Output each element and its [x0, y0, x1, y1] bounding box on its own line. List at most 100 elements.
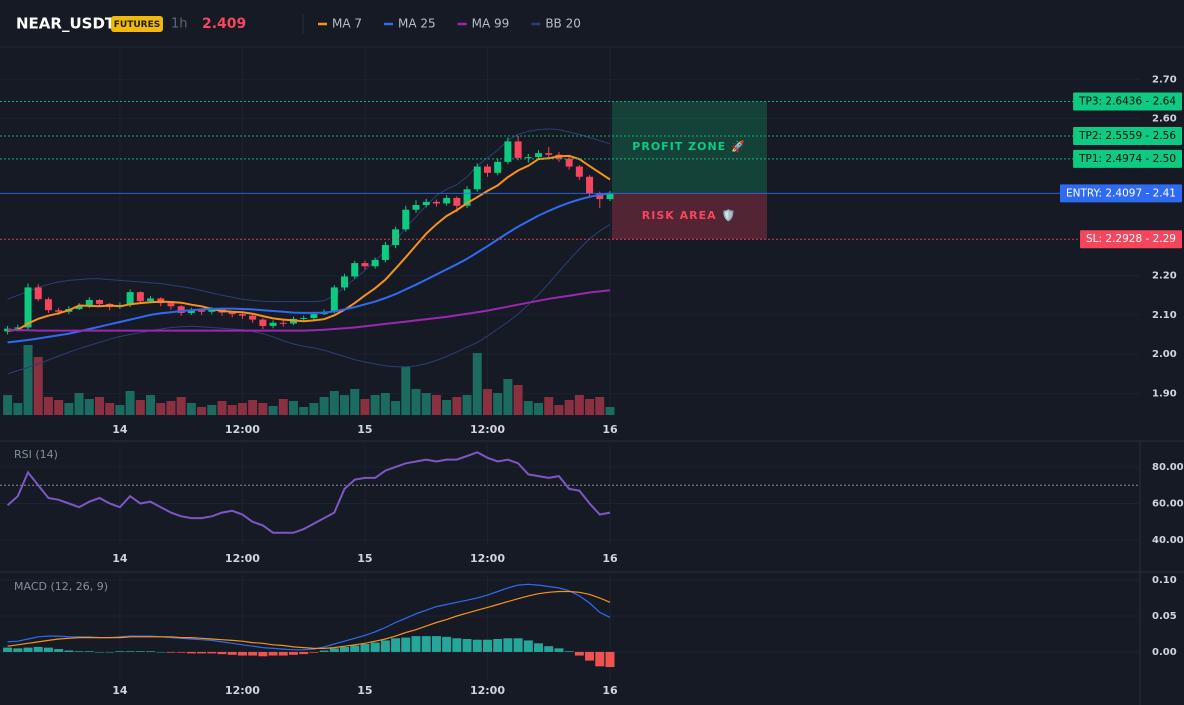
- candle-body: [95, 299, 103, 304]
- volume-bar: [329, 391, 339, 415]
- histogram-bar: [105, 651, 115, 653]
- volume-bar: [340, 395, 350, 415]
- candle-body: [361, 263, 369, 267]
- histogram-bar: [248, 651, 258, 656]
- badge: FUTURES: [114, 20, 160, 30]
- candle-body: [310, 314, 318, 319]
- candle-body: [34, 287, 42, 300]
- histogram-bar: [258, 651, 268, 657]
- histogram-bar: [350, 645, 360, 652]
- volume-bar: [74, 393, 84, 415]
- histogram-bar: [534, 643, 544, 652]
- histogram-bar: [64, 650, 74, 652]
- zone: [612, 193, 767, 240]
- volume-bar: [248, 400, 258, 415]
- volume-bar: [64, 403, 74, 415]
- volume-bar: [278, 399, 288, 415]
- rsi-line: [6, 451, 611, 534]
- volume-bar: [360, 399, 370, 415]
- volume-bar: [585, 399, 595, 415]
- histogram-bar: [523, 640, 533, 652]
- histogram-bar: [401, 637, 411, 652]
- x-tick-label: 14: [112, 423, 128, 436]
- volume-bar: [391, 401, 401, 415]
- y-tick-label: 0.10: [1152, 575, 1177, 586]
- level-tag: TP1: 2.4974 - 2.50: [1078, 153, 1176, 165]
- level-tag: TP2: 2.5559 - 2.56: [1078, 130, 1176, 142]
- x-tick-label: 12:00: [225, 684, 260, 697]
- volume-bar: [217, 401, 227, 415]
- candle-body: [453, 197, 461, 206]
- histogram-bar: [176, 651, 186, 653]
- candle-body: [402, 209, 410, 230]
- volume-bar: [237, 403, 247, 415]
- histogram-bar: [319, 650, 329, 652]
- histogram-bar: [237, 651, 247, 656]
- histogram-bar: [3, 647, 13, 652]
- volume-bar: [493, 393, 503, 415]
- volume-bar: [574, 395, 584, 415]
- candle-body: [422, 201, 430, 206]
- histogram-bar: [482, 639, 492, 652]
- volume-bar: [299, 407, 309, 415]
- candle-body: [596, 193, 604, 200]
- histogram-bar: [227, 651, 237, 655]
- histogram-bar: [278, 651, 288, 656]
- candle-body: [279, 322, 287, 324]
- candle-body: [535, 153, 543, 158]
- y-tick-label: 0.05: [1152, 611, 1177, 622]
- histogram-bar: [605, 651, 615, 668]
- histogram-bar: [288, 651, 298, 655]
- volume-bar: [401, 367, 411, 415]
- volume-bar: [135, 400, 145, 415]
- volume-bar: [472, 353, 482, 415]
- volume-bar: [462, 395, 472, 415]
- candle-body: [545, 153, 553, 155]
- volume-bar: [513, 385, 523, 415]
- x-tick-label: 12:00: [225, 552, 260, 565]
- level-tag-bg: [1073, 92, 1182, 111]
- volume-bar: [319, 397, 329, 415]
- histogram-bar: [329, 648, 339, 652]
- candle-body: [606, 193, 614, 200]
- level-tag-bg: [1080, 230, 1182, 249]
- candle-body: [147, 298, 155, 302]
- candle-body: [208, 309, 216, 312]
- volume-bar: [452, 397, 462, 415]
- bb-upper: [7, 128, 611, 303]
- candle-body: [228, 312, 236, 315]
- y-tick-label: 2.10: [1152, 310, 1177, 321]
- candle-body: [177, 306, 185, 313]
- x-tick-label: 12:00: [470, 684, 505, 697]
- y-tick-label: 60.00: [1152, 499, 1184, 510]
- candle-body: [300, 318, 308, 320]
- volume-bar: [156, 403, 166, 415]
- volume-bar: [23, 345, 33, 415]
- volume-bar: [84, 399, 94, 415]
- histogram-bar: [472, 639, 482, 652]
- volume-bar: [146, 395, 156, 415]
- x-tick-label: 14: [112, 684, 128, 697]
- volume-bar: [442, 400, 452, 415]
- candle-body: [381, 245, 389, 260]
- ma-line: [7, 154, 611, 332]
- histogram-bar: [156, 651, 166, 653]
- candle-body: [443, 197, 451, 204]
- volume-bar: [370, 395, 380, 415]
- y-tick-label: 40.00: [1152, 535, 1184, 546]
- symbol: NEAR_USDT: [16, 15, 116, 33]
- candle-body: [44, 299, 52, 311]
- candle-body: [259, 319, 267, 326]
- histogram-bar: [309, 651, 319, 653]
- volume-bar: [197, 407, 207, 415]
- histogram-bar: [54, 649, 64, 652]
- candle-body: [55, 310, 63, 312]
- histogram-bar: [340, 646, 350, 652]
- candle-body: [14, 327, 22, 329]
- level-tag: ENTRY: 2.4097 - 2.41: [1066, 187, 1176, 199]
- last-price: 2.409: [202, 16, 246, 32]
- level-tag: TP3: 2.6436 - 2.64: [1078, 96, 1176, 108]
- volume-bar: [421, 393, 431, 415]
- volume-bar: [411, 389, 421, 415]
